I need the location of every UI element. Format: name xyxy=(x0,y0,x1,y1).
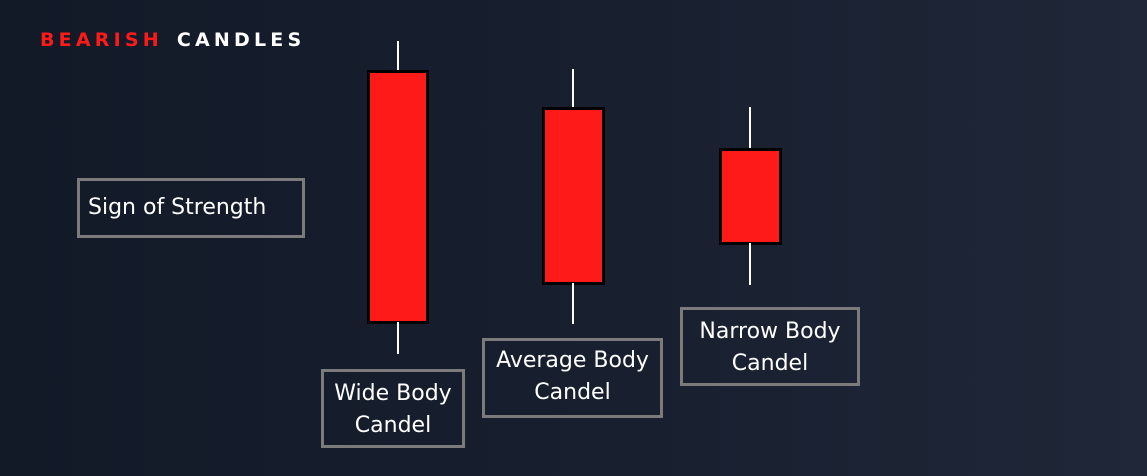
narrow-candle-body xyxy=(719,148,782,245)
average-body-label-line1: Average Body xyxy=(496,348,649,373)
narrow-candle-lower-wick xyxy=(749,243,751,285)
sign-of-strength-box: Sign of Strength xyxy=(77,178,305,238)
average-candle-lower-wick xyxy=(572,283,574,324)
wide-body-label-line1: Wide Body xyxy=(334,381,452,406)
average-candle-body xyxy=(542,107,605,285)
wide-candle-body xyxy=(367,70,429,324)
sign-of-strength-label: Sign of Strength xyxy=(88,195,267,220)
average-body-label-line2: Candel xyxy=(534,380,611,405)
title-word-candles: CANDLES xyxy=(176,29,306,51)
wide-candle-upper-wick xyxy=(397,41,399,72)
wide-candle-lower-wick xyxy=(397,322,399,354)
narrow-body-label-line1: Narrow Body xyxy=(699,319,841,344)
average-body-label-box: Average Body Candel xyxy=(482,338,663,418)
narrow-candle-upper-wick xyxy=(749,107,751,151)
wide-body-label-line2: Candel xyxy=(354,413,432,438)
diagram-title: BEARISH CANDLES xyxy=(40,29,305,51)
title-word-bearish: BEARISH xyxy=(40,29,163,51)
average-candle-upper-wick xyxy=(572,69,574,110)
narrow-body-label-box: Narrow Body Candel xyxy=(680,307,860,386)
wide-body-label-box: Wide Body Candel xyxy=(321,369,465,448)
narrow-body-label-line2: Candel xyxy=(731,351,809,376)
